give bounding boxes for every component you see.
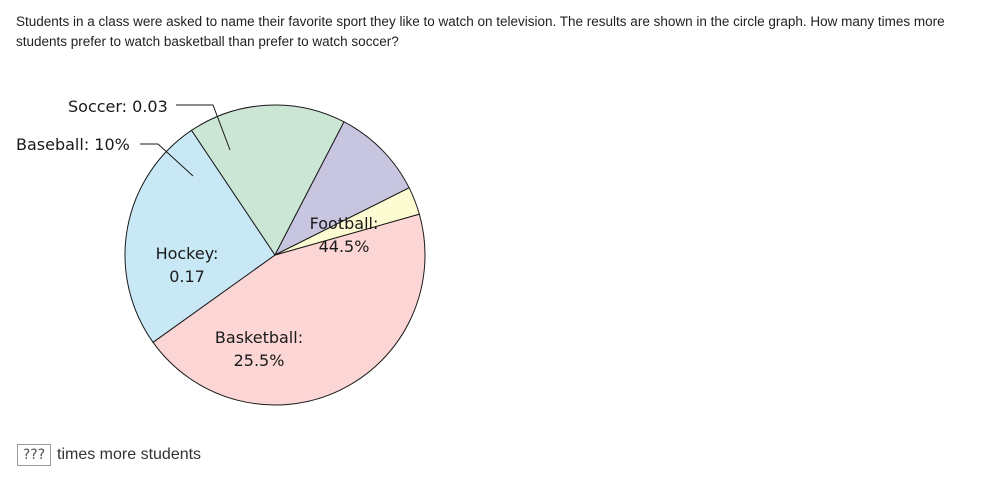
slice-label-line: 0.17 <box>169 267 205 286</box>
slice-label-line: 44.5% <box>319 237 370 256</box>
slice-label-line: Basketball: <box>215 328 303 347</box>
slice-label-baseball: Baseball: 10% <box>16 135 130 154</box>
pie-slice-baseball <box>273 121 410 257</box>
slice-label-football: Football: 44.5% <box>310 214 379 256</box>
answer-input[interactable]: ??? <box>17 444 51 466</box>
slice-label-line: Hockey: <box>156 244 219 263</box>
answer-suffix: times more students <box>57 446 202 463</box>
slice-label-line: 25.5% <box>234 351 285 370</box>
leader-line-baseball <box>140 143 194 177</box>
leader-line-soccer <box>176 104 231 151</box>
slice-label-line: Soccer: 0.03 <box>68 97 168 116</box>
slice-label-line: Baseball: 10% <box>16 135 130 154</box>
pie-slice-football <box>152 213 426 406</box>
slice-label-line: Football: <box>310 214 379 233</box>
question-text: Students in a class were asked to name t… <box>16 14 945 49</box>
pie-slice-soccer <box>274 187 420 256</box>
slice-label-soccer: Soccer: 0.03 <box>68 97 168 116</box>
answer-row: ??? times more students <box>17 444 201 466</box>
pie-slice-hockey <box>190 104 345 256</box>
slice-label-basketball: Basketball: 25.5% <box>215 328 303 370</box>
slice-label-hockey: Hockey: 0.17 <box>156 244 219 286</box>
pie-slice-basketball <box>124 129 276 344</box>
